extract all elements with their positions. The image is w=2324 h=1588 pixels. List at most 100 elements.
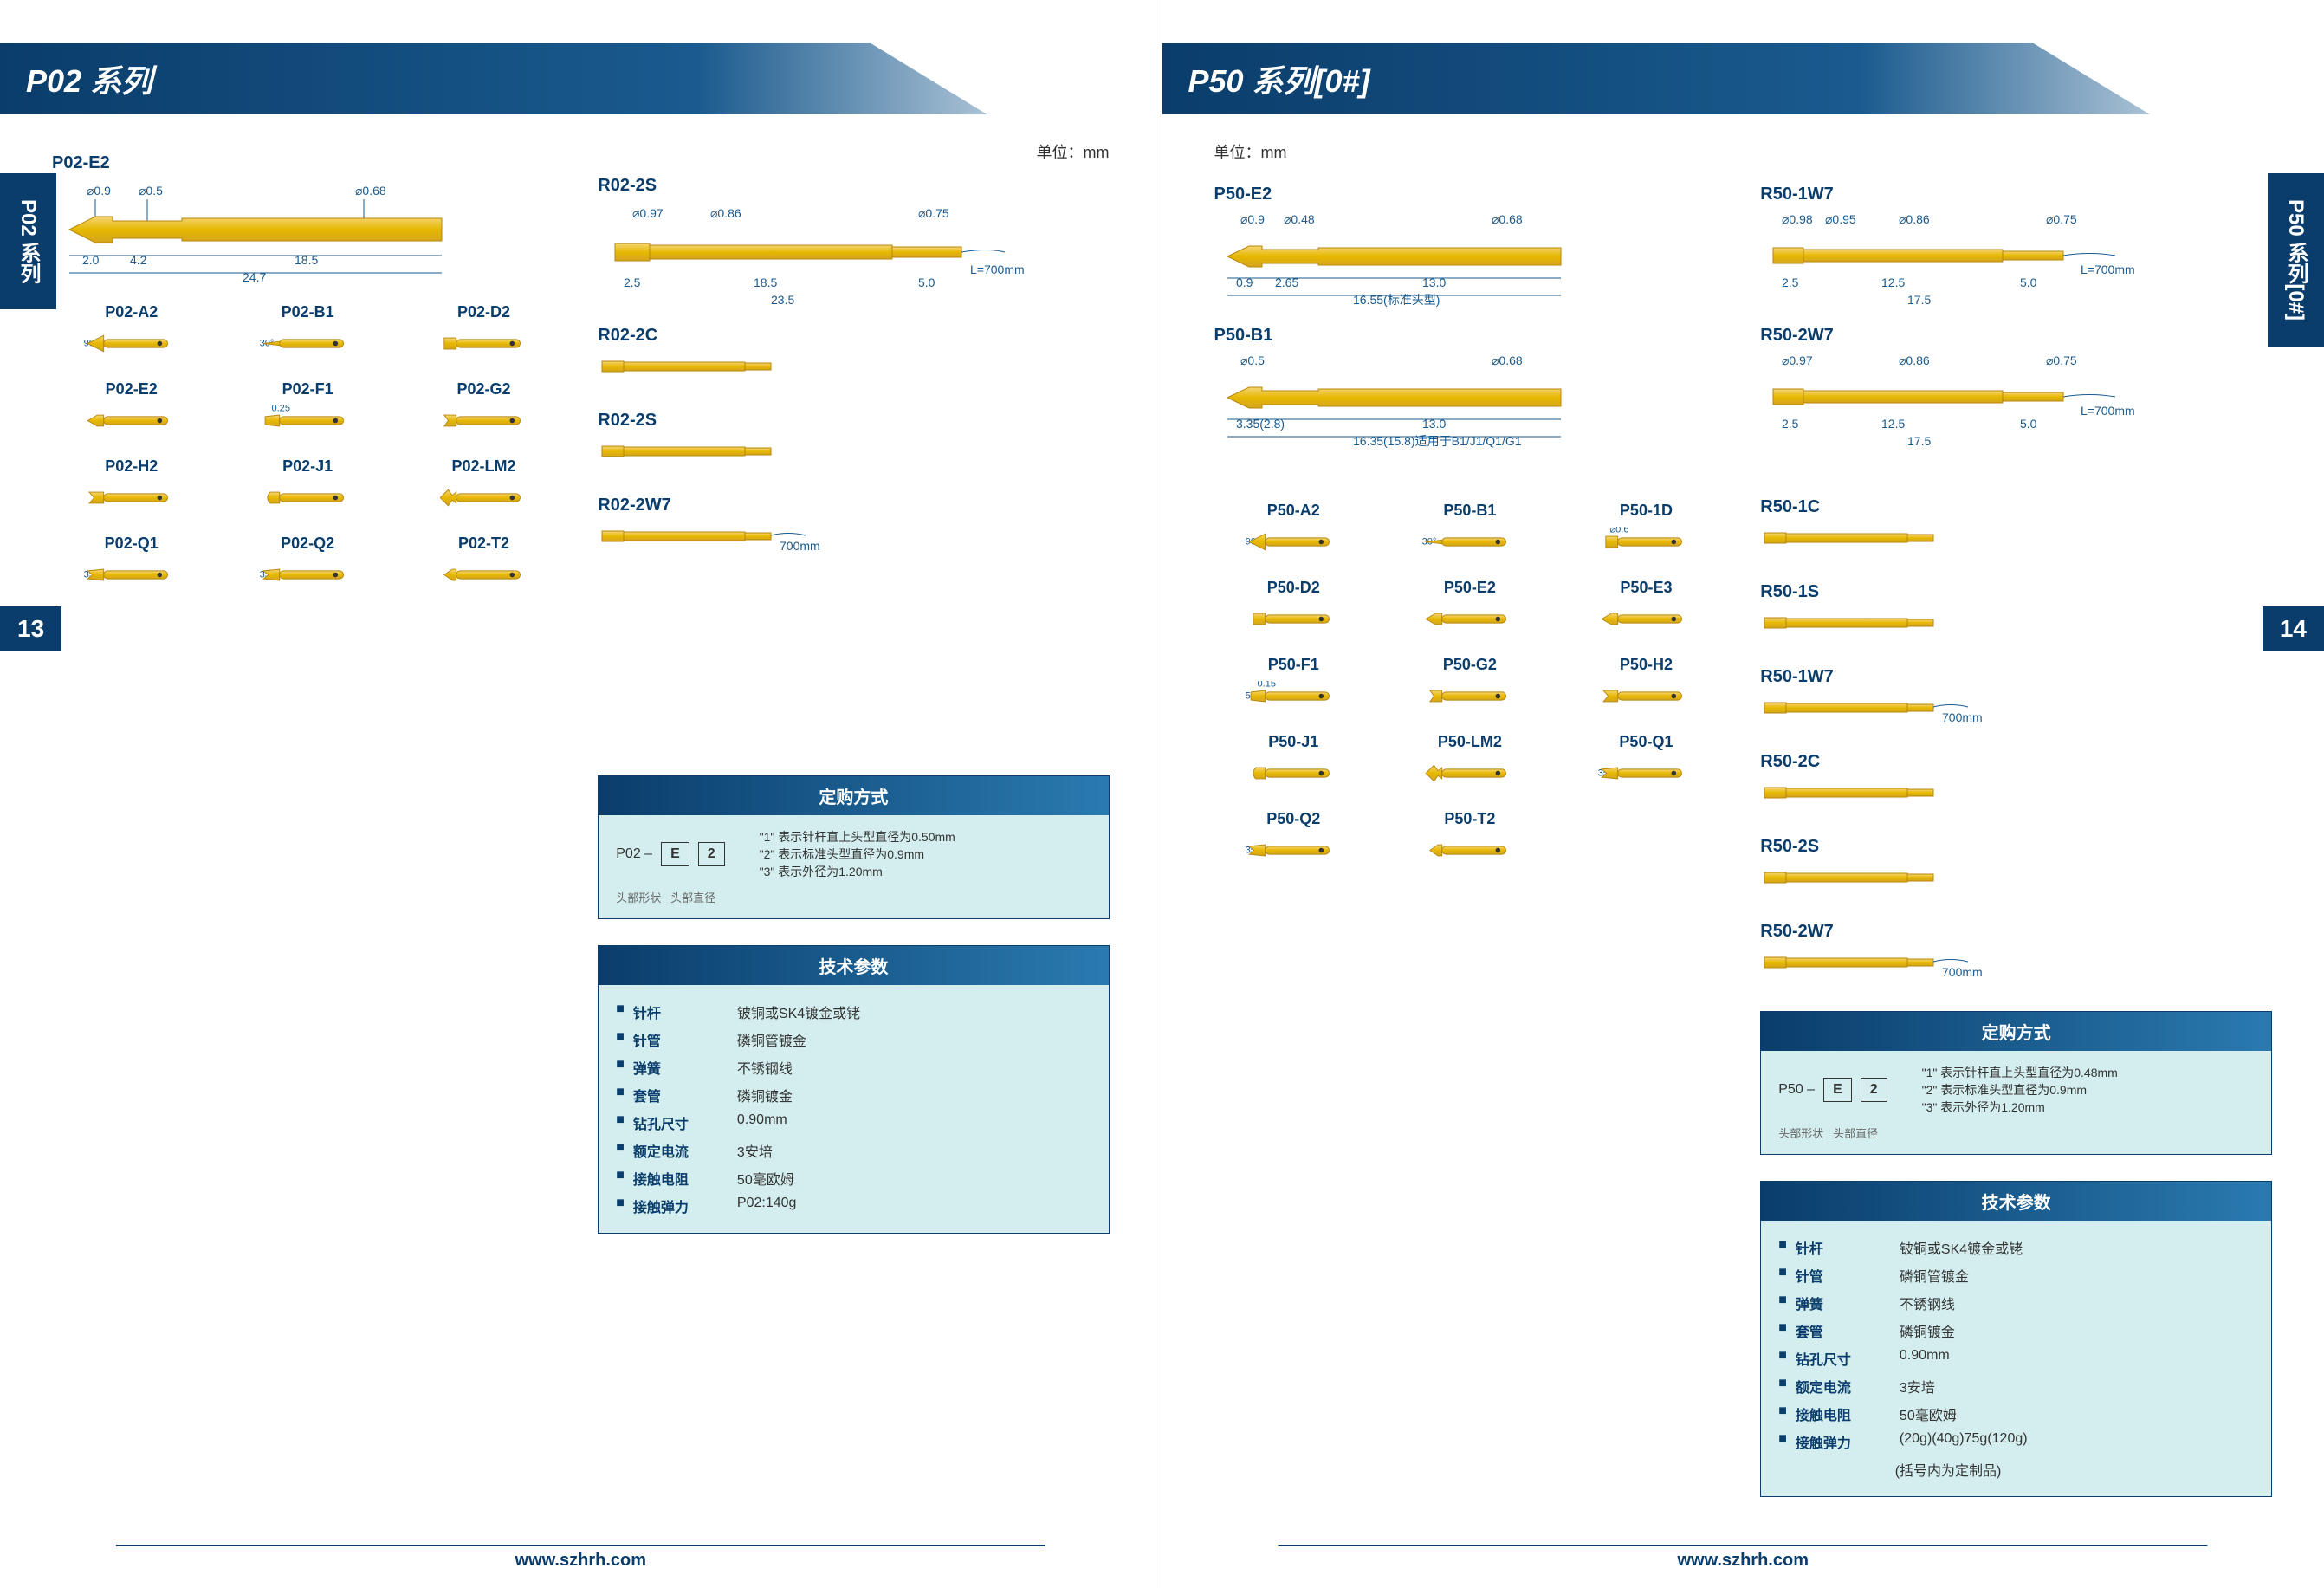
small-probe-label: P50-1D: [1567, 502, 1726, 520]
svg-text:⌀0.75: ⌀0.75: [2046, 213, 2077, 226]
receptacle-item: R50-2C: [1760, 752, 2272, 815]
svg-text:700mm: 700mm: [1942, 965, 1983, 979]
small-probe-item: P02-T2: [405, 535, 563, 594]
small-probe-label: P02-G2: [405, 380, 563, 399]
spec-row: ■针管磷铜管镀金: [616, 1026, 1091, 1053]
specs-title-right: 技术参数: [1761, 1182, 2271, 1221]
small-probe-label: P02-A2: [52, 303, 210, 321]
spec-label: 接触弹力: [1796, 1431, 1900, 1452]
small-probe-label: P50-A2: [1214, 502, 1374, 520]
spec-row: ■接触弹力(20g)(40g)75g(120g): [1778, 1428, 2254, 1455]
receptacle-label: R02-2C: [598, 326, 1109, 346]
main-probe-block: P50-E2 ⌀0.9 ⌀0.48 ⌀0.68 0.9 2.65 13.0 16…: [1214, 185, 1726, 308]
page-number-right: 14: [2263, 606, 2324, 651]
probe-column-right: P50-E2 ⌀0.9 ⌀0.48 ⌀0.68 0.9 2.65 13.0 16…: [1214, 172, 1726, 467]
main-probe-label: P02-E2: [52, 153, 563, 173]
spec-label: 针杆: [1796, 1237, 1900, 1258]
side-tab-right: P50 系列[0#]: [2268, 173, 2324, 347]
small-probe-item: P50-1D ⌀0.6: [1567, 502, 1726, 561]
small-probe-item: P50-B1 30°: [1390, 502, 1550, 561]
svg-text:⌀0.97: ⌀0.97: [632, 206, 664, 220]
order-box-2-right: 2: [1861, 1078, 1887, 1102]
small-probe-label: P02-B1: [228, 303, 386, 321]
order-info-title: 定购方式: [599, 776, 1108, 815]
receptacle-label: R50-2W7: [1760, 922, 2272, 942]
svg-text:16.55(标准头型): 16.55(标准头型): [1353, 293, 1440, 307]
svg-text:24.7: 24.7: [243, 270, 266, 284]
svg-text:0.25: 0.25: [272, 405, 291, 413]
spec-row: ■针杆铍铜或SK4镀金或铑: [1778, 1234, 2254, 1261]
svg-text:⌀0.48: ⌀0.48: [1284, 213, 1315, 226]
order-diagram-right: P50 – E 2 "1" 表示针杆直上头型直径为0.48mm"2" 表示标准头…: [1778, 1064, 2254, 1116]
spec-label: 套管: [633, 1085, 737, 1105]
spec-row: ■额定电流3安培: [616, 1137, 1091, 1164]
spec-row: ■接触电阻50毫欧姆: [1778, 1400, 2254, 1428]
small-probe-label: P50-E3: [1567, 579, 1726, 597]
spec-value: 50毫欧姆: [1900, 1403, 1957, 1424]
small-probe-item: P50-A2 90°: [1214, 502, 1374, 561]
small-probe-label: P50-Q1: [1567, 733, 1726, 751]
unit-label-right: 单位：mm: [1214, 140, 2273, 163]
side-tab-left: P02 系列: [0, 173, 56, 309]
spec-label: 钻孔尺寸: [1796, 1348, 1900, 1369]
spec-value: 0.90mm: [1900, 1348, 1950, 1369]
left-page: P02 系列 P02 系列 13 P02-E2 ⌀0.9 ⌀0.5 ⌀0.68 …: [0, 0, 1162, 1588]
spec-value: (括号内为定制品): [1895, 1459, 2002, 1480]
spec-value: 磷铜镀金: [1900, 1320, 1955, 1341]
small-probe-item: P50-D2: [1214, 579, 1374, 638]
receptacle-item: R50-1W7 700mm: [1760, 667, 2272, 730]
receptacle-item: R02-2C: [598, 326, 1109, 389]
main-receptacle-label: R50-1W7: [1760, 185, 2272, 204]
svg-text:L=700mm: L=700mm: [2081, 263, 2135, 276]
small-probe-label: P50-G2: [1390, 656, 1550, 674]
receptacle-label: R50-1C: [1760, 497, 2272, 517]
svg-text:⌀0.9: ⌀0.9: [87, 184, 111, 198]
order-note-line: "1" 表示针杆直上头型直径为0.50mm: [760, 828, 955, 846]
catalog-spread: P02 系列 P02 系列 13 P02-E2 ⌀0.9 ⌀0.5 ⌀0.68 …: [0, 0, 2324, 1588]
spec-row: ■针杆铍铜或SK4镀金或铑: [616, 998, 1091, 1026]
svg-text:700mm: 700mm: [780, 539, 820, 553]
spec-value: 50毫欧姆: [737, 1168, 794, 1189]
receptacle-item: R50-1C: [1760, 497, 2272, 561]
svg-text:⌀0.68: ⌀0.68: [1492, 354, 1523, 367]
spec-label: 弹簧: [633, 1057, 737, 1078]
svg-text:⌀0.86: ⌀0.86: [710, 206, 741, 220]
receptacle-column-right: R50-1W7 ⌀0.98 ⌀0.95 ⌀0.86 ⌀0.75 2.5 12.5…: [1760, 172, 2272, 467]
spec-value: 不锈钢线: [1900, 1293, 1955, 1313]
receptacle-item: R50-2W7 700mm: [1760, 922, 2272, 985]
svg-text:4.2: 4.2: [130, 253, 147, 267]
main-receptacle-label: R50-2W7: [1760, 326, 2272, 346]
svg-text:⌀0.5: ⌀0.5: [139, 184, 163, 198]
svg-text:5.0: 5.0: [2020, 417, 2037, 431]
page-number-left: 13: [0, 606, 61, 651]
spec-value: 3安培: [737, 1140, 773, 1161]
order-diagram: P02 – E 2 "1" 表示针杆直上头型直径为0.50mm"2" 表示标准头…: [616, 828, 1091, 880]
spec-row: (括号内为定制品): [1778, 1455, 2254, 1483]
order-note-line: "3" 表示外径为1.20mm: [1922, 1099, 2118, 1116]
small-probe-item: P50-H2: [1567, 656, 1726, 716]
lower-content-right: P50-A2 90° P50-B1 30° P50-1D ⌀0.6 P50-D2…: [1214, 484, 2273, 1497]
spec-label: 钻孔尺寸: [633, 1112, 737, 1133]
specs-body-right: ■针杆铍铜或SK4镀金或铑■针管磷铜管镀金■弹簧不锈钢线■套管磷铜镀金■钻孔尺寸…: [1761, 1221, 2271, 1496]
small-probe-label: P50-B1: [1390, 502, 1550, 520]
page-header-left: P02 系列: [0, 43, 1162, 114]
small-probe-label: P50-H2: [1567, 656, 1726, 674]
small-probe-item: P50-LM2: [1390, 733, 1550, 793]
order-box-1-right: E: [1823, 1078, 1852, 1102]
specs-body: ■针杆铍铜或SK4镀金或铑■针管磷铜管镀金■弹簧不锈钢线■套管磷铜镀金■钻孔尺寸…: [599, 985, 1108, 1233]
small-probe-item: P02-Q1 35°: [52, 535, 210, 594]
footer-url-right: www.szhrh.com: [1279, 1545, 2208, 1571]
spec-label: 接触弹力: [633, 1196, 737, 1216]
receptacle-item: R50-2S: [1760, 837, 2272, 900]
small-probe-label: P02-D2: [405, 303, 563, 321]
receptacle-item: R02-2W7 700mm: [598, 496, 1109, 559]
small-probes-grid: P02-A2 90° P02-B1 30° P02-D2 P02-E2 P02-…: [52, 303, 563, 594]
main-receptacle-label: R02-2S: [598, 176, 1109, 196]
small-probe-label: P02-J1: [228, 457, 386, 476]
small-probe-item: P02-Q2 35°: [228, 535, 386, 594]
spec-label: 针管: [1796, 1265, 1900, 1286]
svg-text:5.0: 5.0: [918, 275, 935, 289]
svg-text:2.5: 2.5: [1782, 275, 1799, 289]
order-sub2: 头部直径: [670, 891, 715, 904]
spec-row: ■钻孔尺寸0.90mm: [1778, 1345, 2254, 1372]
